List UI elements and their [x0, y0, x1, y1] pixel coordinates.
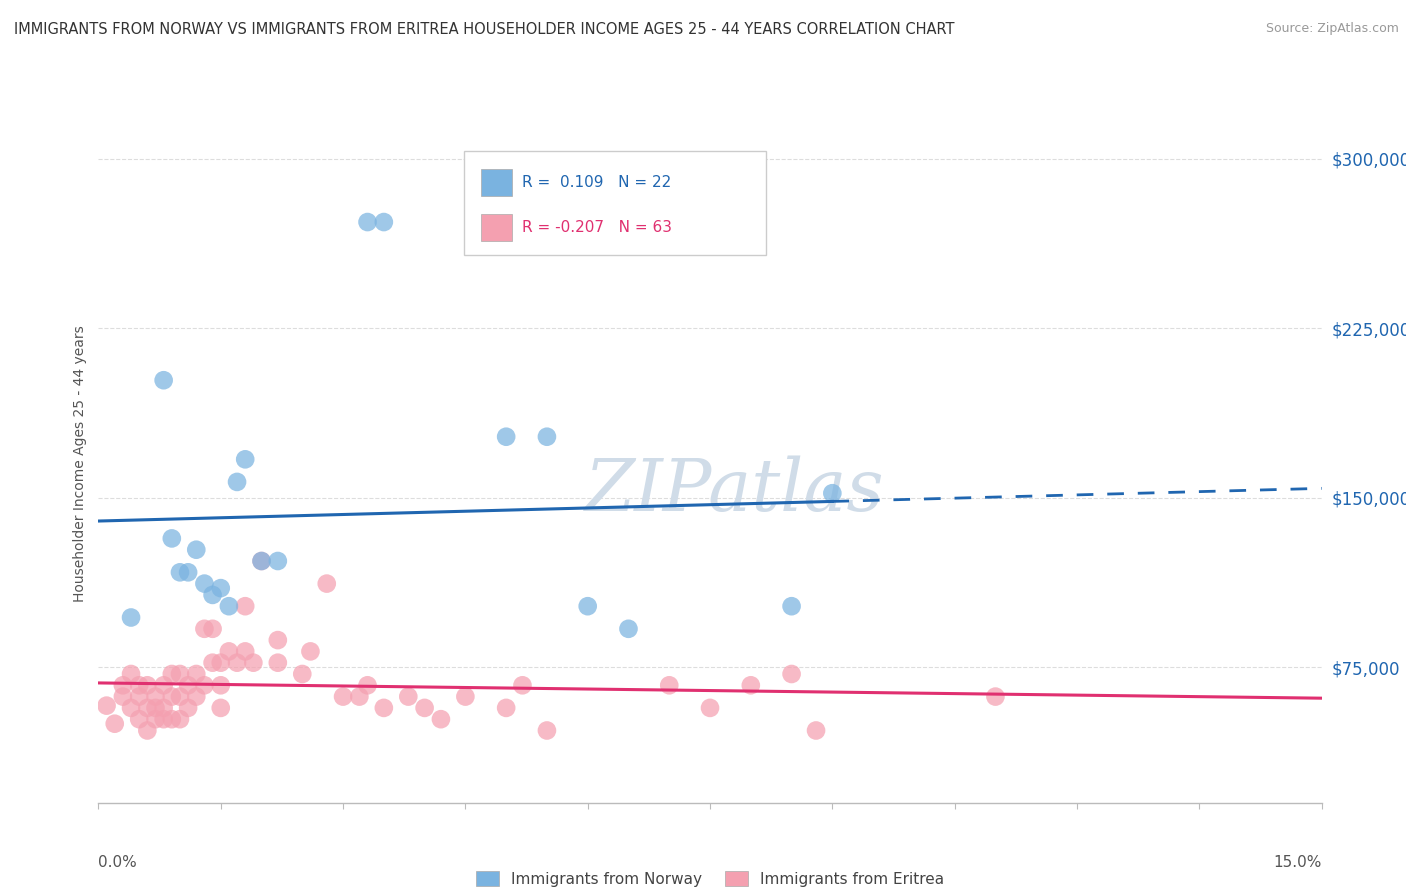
Point — [169, 690, 191, 704]
Point — [160, 690, 183, 704]
Text: R =  0.109   N = 22: R = 0.109 N = 22 — [522, 176, 672, 190]
Point — [111, 678, 134, 692]
Point — [136, 701, 159, 715]
Point — [291, 667, 314, 681]
Point — [186, 690, 208, 704]
Point — [120, 610, 142, 624]
Point — [136, 723, 159, 738]
Point — [396, 690, 419, 704]
Point — [160, 532, 183, 546]
Point — [233, 599, 256, 614]
Text: 15.0%: 15.0% — [1274, 855, 1322, 870]
Point — [332, 690, 354, 704]
Point — [536, 723, 558, 738]
Point — [226, 475, 249, 489]
Point — [658, 678, 681, 692]
Point — [233, 644, 256, 658]
Y-axis label: Householder Income Ages 25 - 44 years: Householder Income Ages 25 - 44 years — [73, 326, 87, 602]
Point — [209, 656, 232, 670]
Point — [315, 576, 337, 591]
Point — [356, 678, 378, 692]
Point — [233, 452, 256, 467]
Point — [177, 678, 200, 692]
Point — [373, 215, 395, 229]
Point — [454, 690, 477, 704]
Text: IMMIGRANTS FROM NORWAY VS IMMIGRANTS FROM ERITREA HOUSEHOLDER INCOME AGES 25 - 4: IMMIGRANTS FROM NORWAY VS IMMIGRANTS FRO… — [14, 22, 955, 37]
Point — [413, 701, 436, 715]
Point — [984, 690, 1007, 704]
Text: 0.0%: 0.0% — [98, 855, 138, 870]
Point — [160, 667, 183, 681]
Text: ZIPatlas: ZIPatlas — [585, 456, 884, 526]
Point — [250, 554, 273, 568]
Point — [576, 599, 599, 614]
Point — [186, 667, 208, 681]
Point — [226, 656, 249, 670]
Text: Source: ZipAtlas.com: Source: ZipAtlas.com — [1265, 22, 1399, 36]
Legend: Immigrants from Norway, Immigrants from Eritrea: Immigrants from Norway, Immigrants from … — [475, 871, 945, 887]
Point — [209, 678, 232, 692]
Point — [536, 430, 558, 444]
Point — [267, 633, 290, 648]
Point — [152, 678, 174, 692]
Point — [209, 581, 232, 595]
Point — [201, 588, 224, 602]
Point — [128, 712, 150, 726]
Point — [267, 554, 290, 568]
Point — [120, 667, 142, 681]
Point — [177, 701, 200, 715]
Point — [152, 712, 174, 726]
Point — [128, 690, 150, 704]
Point — [152, 373, 174, 387]
Point — [136, 678, 159, 692]
Point — [356, 215, 378, 229]
Point — [104, 716, 127, 731]
Point — [193, 576, 215, 591]
Point — [160, 712, 183, 726]
Point — [193, 678, 215, 692]
Point — [177, 566, 200, 580]
Point — [430, 712, 453, 726]
Point — [740, 678, 762, 692]
Point — [617, 622, 640, 636]
Point — [349, 690, 371, 704]
Point — [145, 690, 167, 704]
Point — [699, 701, 721, 715]
Point — [169, 712, 191, 726]
Point — [242, 656, 264, 670]
Point — [512, 678, 534, 692]
Point — [299, 644, 322, 658]
Point — [218, 599, 240, 614]
Point — [495, 701, 517, 715]
Point — [152, 701, 174, 715]
Point — [169, 566, 191, 580]
Point — [128, 678, 150, 692]
Point — [780, 599, 803, 614]
Point — [804, 723, 827, 738]
Point — [209, 701, 232, 715]
Point — [201, 656, 224, 670]
Point — [145, 701, 167, 715]
Point — [267, 656, 290, 670]
Point — [120, 701, 142, 715]
Point — [186, 542, 208, 557]
Point — [169, 667, 191, 681]
Point — [145, 712, 167, 726]
Point — [250, 554, 273, 568]
Point — [193, 622, 215, 636]
Point — [96, 698, 118, 713]
Text: R = -0.207   N = 63: R = -0.207 N = 63 — [522, 220, 672, 235]
Point — [111, 690, 134, 704]
Point — [821, 486, 844, 500]
Point — [218, 644, 240, 658]
Point — [201, 622, 224, 636]
Point — [780, 667, 803, 681]
Point — [373, 701, 395, 715]
Point — [495, 430, 517, 444]
